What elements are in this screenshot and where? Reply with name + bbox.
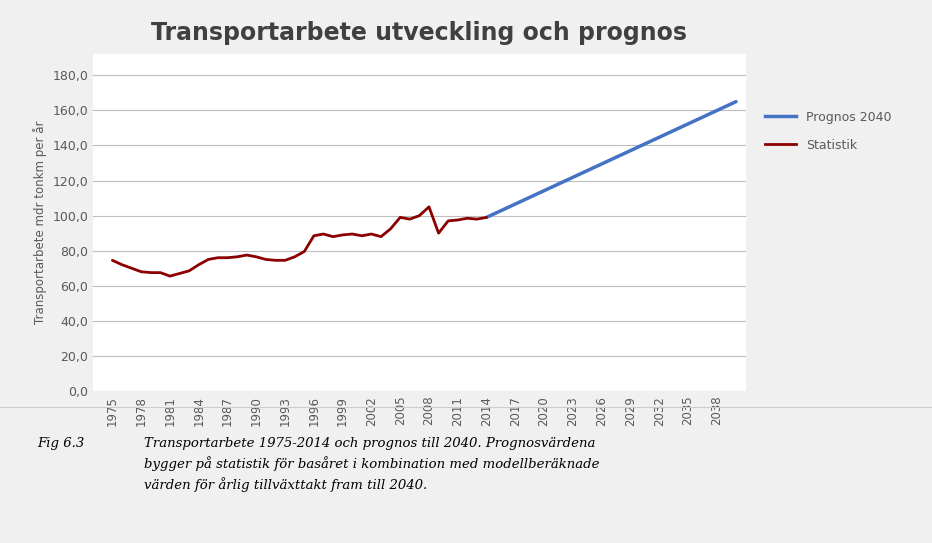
Y-axis label: Transportarbete mdr tonkm per år: Transportarbete mdr tonkm per år [33, 121, 47, 324]
Text: Fig 6.3: Fig 6.3 [37, 437, 85, 450]
Legend: Prognos 2040, Statistik: Prognos 2040, Statistik [765, 111, 892, 152]
Text: Transportarbete 1975-2014 och prognos till 2040. Prognosvärdena
bygger på statis: Transportarbete 1975-2014 och prognos ti… [144, 437, 600, 492]
Title: Transportarbete utveckling och prognos: Transportarbete utveckling och prognos [151, 21, 688, 46]
